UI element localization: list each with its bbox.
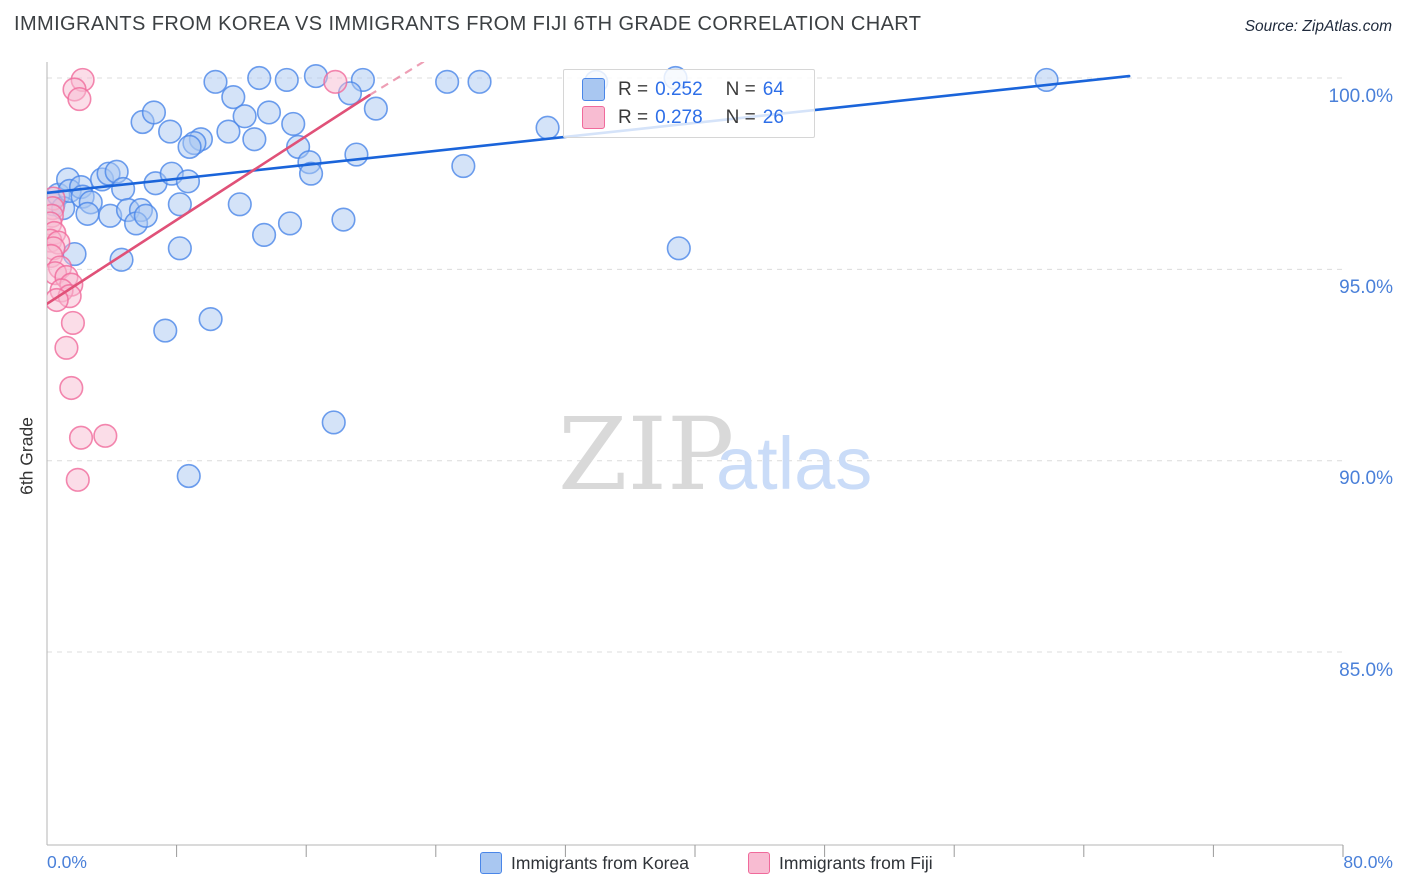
source-label[interactable]: Source: ZipAtlas.com bbox=[1244, 18, 1392, 35]
n-label: N = bbox=[725, 106, 756, 128]
r-label: R = bbox=[618, 78, 649, 100]
y-tick-label-85: 85.0% bbox=[1339, 660, 1393, 681]
data-point-korea bbox=[251, 222, 277, 248]
data-point-korea bbox=[111, 176, 136, 202]
data-point-korea bbox=[141, 100, 167, 125]
data-point-korea bbox=[1034, 67, 1059, 93]
x-min-label: 0.0% bbox=[47, 852, 87, 872]
data-point-korea bbox=[176, 463, 201, 489]
data-point-korea bbox=[467, 69, 492, 94]
data-point-korea bbox=[535, 115, 560, 140]
data-point-korea bbox=[221, 85, 246, 110]
data-point-fiji bbox=[54, 335, 79, 360]
data-point-fiji bbox=[323, 69, 348, 94]
data-point-korea bbox=[216, 119, 241, 144]
data-point-korea bbox=[242, 127, 267, 152]
data-point-korea bbox=[247, 65, 272, 91]
data-point-korea bbox=[158, 119, 183, 144]
korea-swatch-icon bbox=[480, 852, 502, 874]
data-point-korea bbox=[274, 67, 299, 93]
page-title: IMMIGRANTS FROM KOREA VS IMMIGRANTS FROM… bbox=[14, 13, 922, 35]
fiji-swatch-icon bbox=[582, 106, 605, 129]
data-point-korea bbox=[177, 134, 202, 159]
trend-line-fiji-projection bbox=[368, 62, 426, 97]
x-max-label: 80.0% bbox=[1343, 852, 1393, 872]
data-point-korea bbox=[232, 104, 257, 129]
fiji-swatch-icon bbox=[748, 852, 770, 874]
data-point-korea bbox=[109, 247, 134, 272]
data-point-korea bbox=[331, 207, 356, 232]
data-point-korea bbox=[227, 192, 252, 217]
data-point-korea bbox=[363, 96, 388, 121]
n-value: 26 bbox=[762, 106, 784, 128]
legend-box: R = 0.252 N = 64 R = 0.278 N = 26 bbox=[563, 69, 815, 138]
data-point-korea bbox=[277, 211, 303, 236]
r-label: R = bbox=[618, 106, 649, 128]
data-point-fiji bbox=[67, 86, 92, 112]
data-point-fiji bbox=[65, 467, 90, 492]
n-value: 64 bbox=[762, 78, 784, 100]
r-value: 0.252 bbox=[655, 78, 703, 100]
data-point-fiji bbox=[60, 310, 86, 336]
y-tick-label-95: 95.0% bbox=[1339, 277, 1393, 298]
data-point-korea bbox=[344, 142, 369, 167]
r-value: 0.278 bbox=[655, 106, 703, 128]
y-tick-label-100: 100.0% bbox=[1328, 86, 1393, 107]
data-point-korea bbox=[298, 161, 324, 186]
data-point-korea bbox=[167, 192, 192, 217]
fiji-legend-label: Immigrants from Fiji bbox=[779, 852, 933, 873]
data-point-korea bbox=[451, 153, 476, 179]
trend-line-fiji bbox=[47, 93, 371, 306]
data-point-fiji bbox=[59, 375, 84, 401]
legend-row-korea: R = 0.252 N = 64 bbox=[582, 77, 814, 102]
watermark-atlas: atlas bbox=[716, 422, 872, 505]
korea-legend-label: Immigrants from Korea bbox=[511, 852, 689, 873]
data-point-korea bbox=[175, 169, 201, 194]
y-axis-label: 6th Grade bbox=[16, 417, 37, 495]
data-point-korea bbox=[321, 410, 346, 435]
watermark-zip: ZIP bbox=[558, 396, 734, 513]
data-point-korea bbox=[198, 307, 223, 332]
fiji-legend-item: Immigrants from Fiji bbox=[748, 852, 933, 874]
data-point-korea bbox=[256, 100, 282, 125]
data-point-korea bbox=[153, 318, 178, 343]
data-point-korea bbox=[133, 203, 158, 228]
data-point-korea bbox=[281, 111, 306, 137]
korea-legend-item: Immigrants from Korea bbox=[480, 852, 689, 874]
data-point-fiji bbox=[93, 423, 118, 448]
y-tick-label-90: 90.0% bbox=[1339, 468, 1393, 489]
legend-row-fiji: R = 0.278 N = 26 bbox=[582, 105, 814, 130]
data-point-fiji bbox=[68, 425, 94, 450]
korea-swatch-icon bbox=[582, 78, 605, 101]
data-point-korea bbox=[666, 236, 691, 261]
data-point-korea bbox=[75, 201, 100, 226]
data-point-korea bbox=[203, 69, 228, 94]
data-point-korea bbox=[167, 236, 192, 261]
data-point-korea bbox=[435, 69, 460, 94]
n-label: N = bbox=[725, 78, 756, 100]
